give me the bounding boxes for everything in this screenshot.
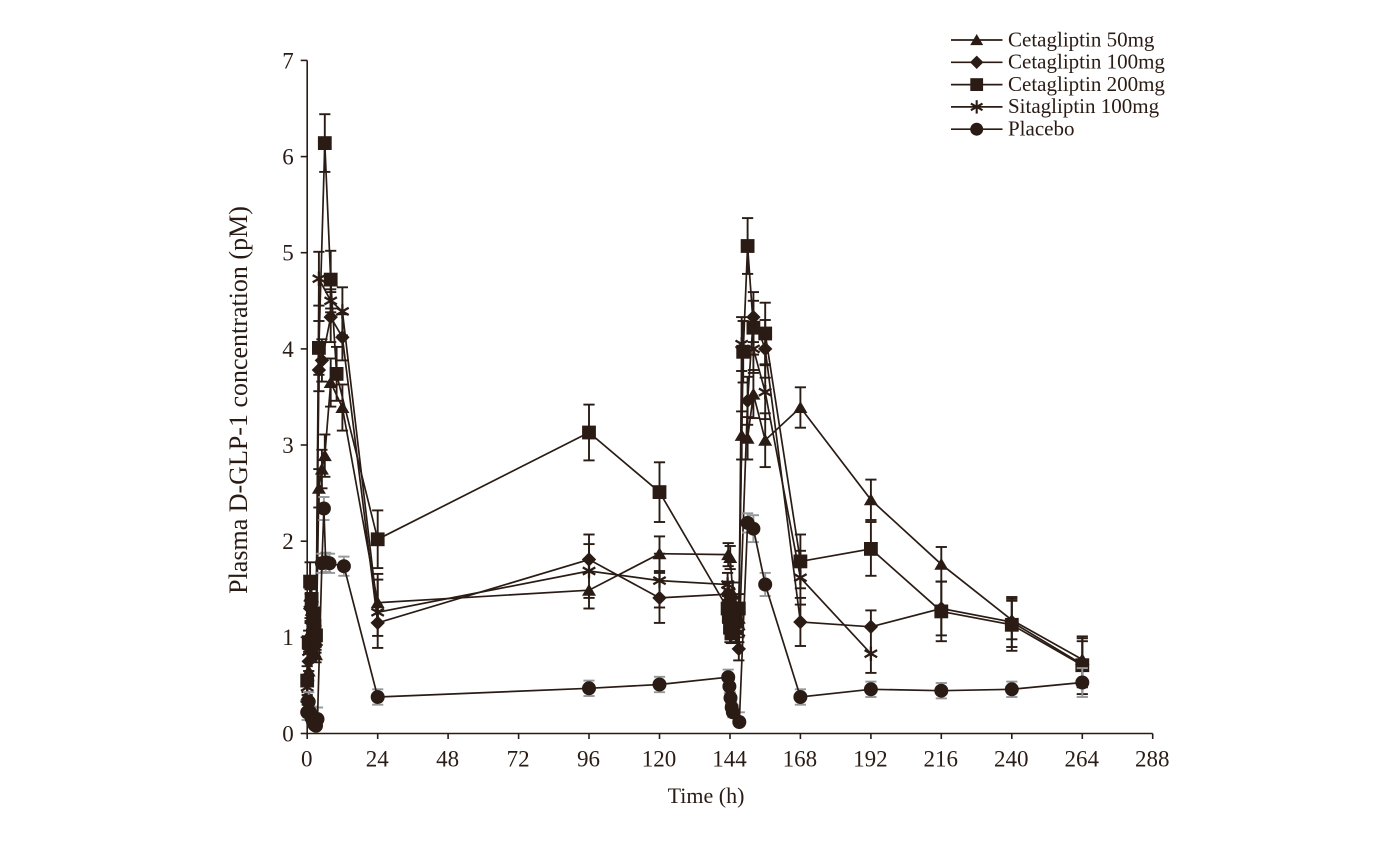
svg-text:120: 120 <box>642 747 677 772</box>
svg-text:216: 216 <box>924 747 959 772</box>
svg-text:72: 72 <box>507 747 530 772</box>
svg-text:240: 240 <box>994 747 1029 772</box>
svg-text:24: 24 <box>366 747 390 772</box>
svg-text:0: 0 <box>301 747 313 772</box>
svg-text:192: 192 <box>853 747 888 772</box>
svg-text:48: 48 <box>436 747 459 772</box>
svg-text:2: 2 <box>282 529 294 554</box>
svg-text:3: 3 <box>282 433 294 458</box>
svg-text:4: 4 <box>282 337 294 362</box>
svg-text:Plasma D-GLP-1 concentration (: Plasma D-GLP-1 concentration (pM) <box>224 206 253 594</box>
svg-text:96: 96 <box>577 747 600 772</box>
svg-text:Placebo: Placebo <box>1008 117 1074 141</box>
svg-text:144: 144 <box>712 747 747 772</box>
svg-text:5: 5 <box>282 241 294 266</box>
svg-text:6: 6 <box>282 145 294 170</box>
svg-text:288: 288 <box>1135 747 1170 772</box>
svg-text:Cetagliptin 200mg: Cetagliptin 200mg <box>1008 72 1165 96</box>
svg-text:Time (h): Time (h) <box>668 783 745 808</box>
svg-text:Cetagliptin 100mg: Cetagliptin 100mg <box>1008 50 1165 74</box>
svg-text:Cetagliptin 50mg: Cetagliptin 50mg <box>1008 27 1155 51</box>
svg-text:264: 264 <box>1065 747 1100 772</box>
svg-text:7: 7 <box>282 48 294 73</box>
svg-text:1: 1 <box>282 625 294 650</box>
svg-text:168: 168 <box>783 747 818 772</box>
svg-text:Sitagliptin 100mg: Sitagliptin 100mg <box>1008 94 1160 118</box>
svg-text:0: 0 <box>282 721 294 746</box>
